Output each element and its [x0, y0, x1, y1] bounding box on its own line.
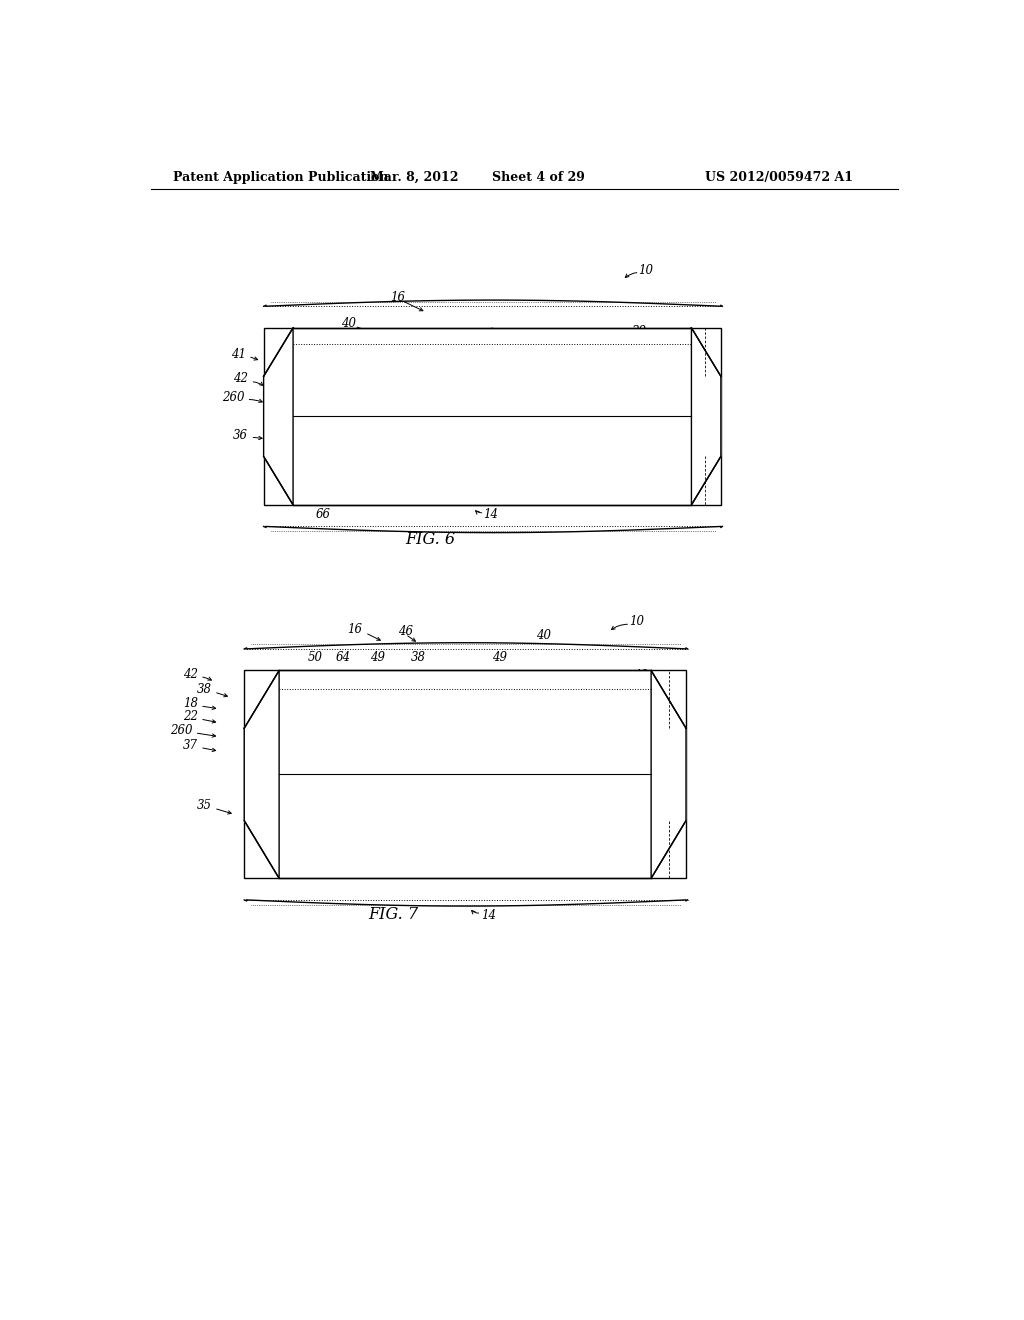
Text: 18: 18: [182, 697, 198, 710]
Text: 49: 49: [370, 651, 385, 664]
Text: 35: 35: [471, 351, 485, 363]
Text: 49: 49: [409, 351, 424, 363]
Text: 29: 29: [439, 351, 455, 363]
Text: 42: 42: [233, 372, 248, 385]
Text: 49: 49: [529, 490, 545, 502]
Text: 29: 29: [439, 490, 455, 502]
Text: Sheet 4 of 29: Sheet 4 of 29: [493, 172, 585, 185]
Text: 37: 37: [469, 490, 484, 502]
Text: FIG. 7: FIG. 7: [368, 906, 418, 923]
Polygon shape: [651, 671, 686, 878]
Text: 16: 16: [390, 290, 406, 304]
Polygon shape: [245, 671, 280, 878]
Polygon shape: [263, 327, 293, 506]
Text: 40: 40: [341, 317, 356, 330]
Text: 22: 22: [182, 710, 198, 723]
Text: 35: 35: [380, 351, 395, 363]
Text: 260: 260: [170, 723, 193, 737]
Text: Patent Application Publication: Patent Application Publication: [173, 172, 388, 185]
Text: 48: 48: [633, 669, 648, 682]
Text: 20: 20: [643, 429, 658, 442]
Text: 49: 49: [503, 351, 517, 363]
Text: 16: 16: [347, 623, 362, 636]
Text: US 2012/0059472 A1: US 2012/0059472 A1: [705, 172, 853, 185]
Bar: [263, 327, 721, 506]
Text: 49: 49: [392, 866, 407, 879]
Text: 49: 49: [523, 866, 539, 879]
Text: 35: 35: [197, 799, 212, 812]
Text: 260: 260: [222, 391, 245, 404]
Text: 48: 48: [643, 376, 658, 389]
Text: 35: 35: [467, 866, 482, 879]
Text: 33: 33: [633, 792, 648, 805]
Text: 42: 42: [182, 668, 198, 681]
Text: 14: 14: [481, 908, 497, 921]
Text: 50: 50: [308, 651, 323, 664]
Text: 46: 46: [398, 624, 413, 638]
Text: 14: 14: [483, 508, 499, 520]
Text: 39: 39: [632, 325, 647, 338]
Text: 64: 64: [336, 651, 351, 664]
Text: Mar. 8, 2012: Mar. 8, 2012: [371, 172, 459, 185]
Text: 38: 38: [197, 684, 212, 696]
Text: FIG. 6: FIG. 6: [406, 531, 456, 548]
Text: 20: 20: [633, 697, 648, 710]
Text: 40: 40: [536, 630, 551, 643]
Text: 10: 10: [629, 615, 644, 628]
Text: 37: 37: [182, 739, 198, 751]
Text: 49: 49: [493, 651, 508, 664]
Text: 50: 50: [329, 362, 343, 375]
Text: 66: 66: [349, 866, 365, 879]
Bar: [245, 671, 686, 878]
Text: 10: 10: [638, 264, 653, 277]
Text: 18: 18: [643, 391, 658, 404]
Text: 49: 49: [409, 490, 424, 502]
Text: 33: 33: [633, 711, 648, 723]
Text: 35: 35: [380, 490, 395, 502]
Text: 66: 66: [315, 508, 331, 520]
Text: 64: 64: [300, 351, 315, 363]
Text: 38: 38: [411, 651, 426, 664]
Text: 36: 36: [233, 429, 248, 442]
Bar: [280, 671, 651, 689]
Polygon shape: [691, 327, 721, 506]
Text: 35: 35: [501, 490, 515, 502]
Text: 41: 41: [230, 348, 246, 362]
Bar: [293, 327, 691, 343]
